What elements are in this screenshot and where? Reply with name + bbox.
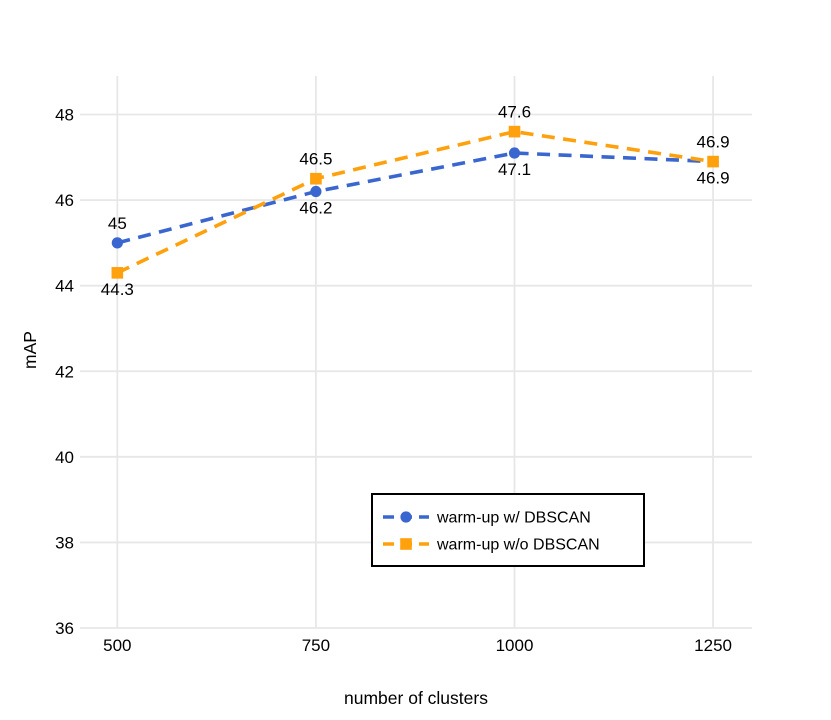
marker-warm-up-w-dbscan-1000 — [508, 147, 521, 159]
y-tick-label-36: 36 — [55, 619, 74, 638]
legend-box — [371, 493, 645, 567]
legend: warm-up w/ DBSCAN warm-up w/o DBSCAN — [371, 493, 645, 567]
point-label-warm-up-w-o-dbscan-750: 46.5 — [299, 150, 332, 169]
legend-label-warm-up-w-dbscan: warm-up w/ DBSCAN — [436, 510, 591, 527]
legend-circle-marker-icon — [400, 511, 412, 523]
y-tick-label-48: 48 — [55, 106, 74, 125]
marker-warm-up-w-o-dbscan-500 — [111, 267, 124, 279]
y-tick-label-46: 46 — [55, 191, 74, 210]
marker-warm-up-w-o-dbscan-750 — [310, 172, 322, 185]
legend-entry-warm-up-w-o-dbscan: warm-up w/o DBSCAN — [383, 537, 600, 554]
point-label-warm-up-w-o-dbscan-1250: 46.9 — [697, 133, 730, 152]
legend-square-marker-icon — [400, 538, 412, 550]
point-label-warm-up-w-o-dbscan-500: 44.3 — [101, 280, 134, 299]
legend-label-warm-up-w-o-dbscan: warm-up w/o DBSCAN — [436, 537, 600, 554]
line-warm-up-w-dbscan — [116, 151, 714, 245]
y-tick-label-40: 40 — [55, 448, 74, 467]
point-labels: 45 46.2 47.1 46.9 44.3 46.5 47.6 46.9 — [101, 103, 730, 299]
y-tick-label-44: 44 — [55, 277, 74, 296]
x-tick-label-1250: 1250 — [694, 636, 732, 655]
marker-warm-up-w-dbscan-750 — [310, 185, 322, 198]
x-tick-label-750: 750 — [302, 636, 330, 655]
legend-entry-warm-up-w-dbscan: warm-up w/ DBSCAN — [383, 510, 591, 527]
axis-tick-labels: 500 750 1000 1250 36 38 40 42 44 46 48 — [55, 106, 732, 655]
point-label-warm-up-w-dbscan-500: 45 — [108, 214, 127, 233]
y-tick-label-38: 38 — [55, 533, 74, 552]
line-warm-up-w-o-dbscan — [116, 129, 714, 275]
x-tick-label-500: 500 — [103, 636, 131, 655]
point-label-warm-up-w-dbscan-1000: 47.1 — [498, 160, 531, 179]
marker-warm-up-w-dbscan-500 — [111, 237, 123, 249]
marker-warm-up-w-o-dbscan-1250 — [707, 155, 719, 168]
y-axis-label: mAP — [20, 331, 40, 369]
series-lines — [111, 125, 719, 279]
point-label-warm-up-w-dbscan-750: 46.2 — [299, 199, 332, 218]
marker-warm-up-w-o-dbscan-1000 — [508, 125, 521, 138]
point-label-warm-up-w-o-dbscan-1000: 47.6 — [498, 103, 531, 122]
point-label-warm-up-w-dbscan-1250: 46.9 — [697, 169, 730, 188]
x-tick-label-1000: 1000 — [496, 636, 534, 655]
y-tick-label-42: 42 — [55, 362, 74, 381]
x-axis-label: number of clusters — [344, 688, 488, 708]
